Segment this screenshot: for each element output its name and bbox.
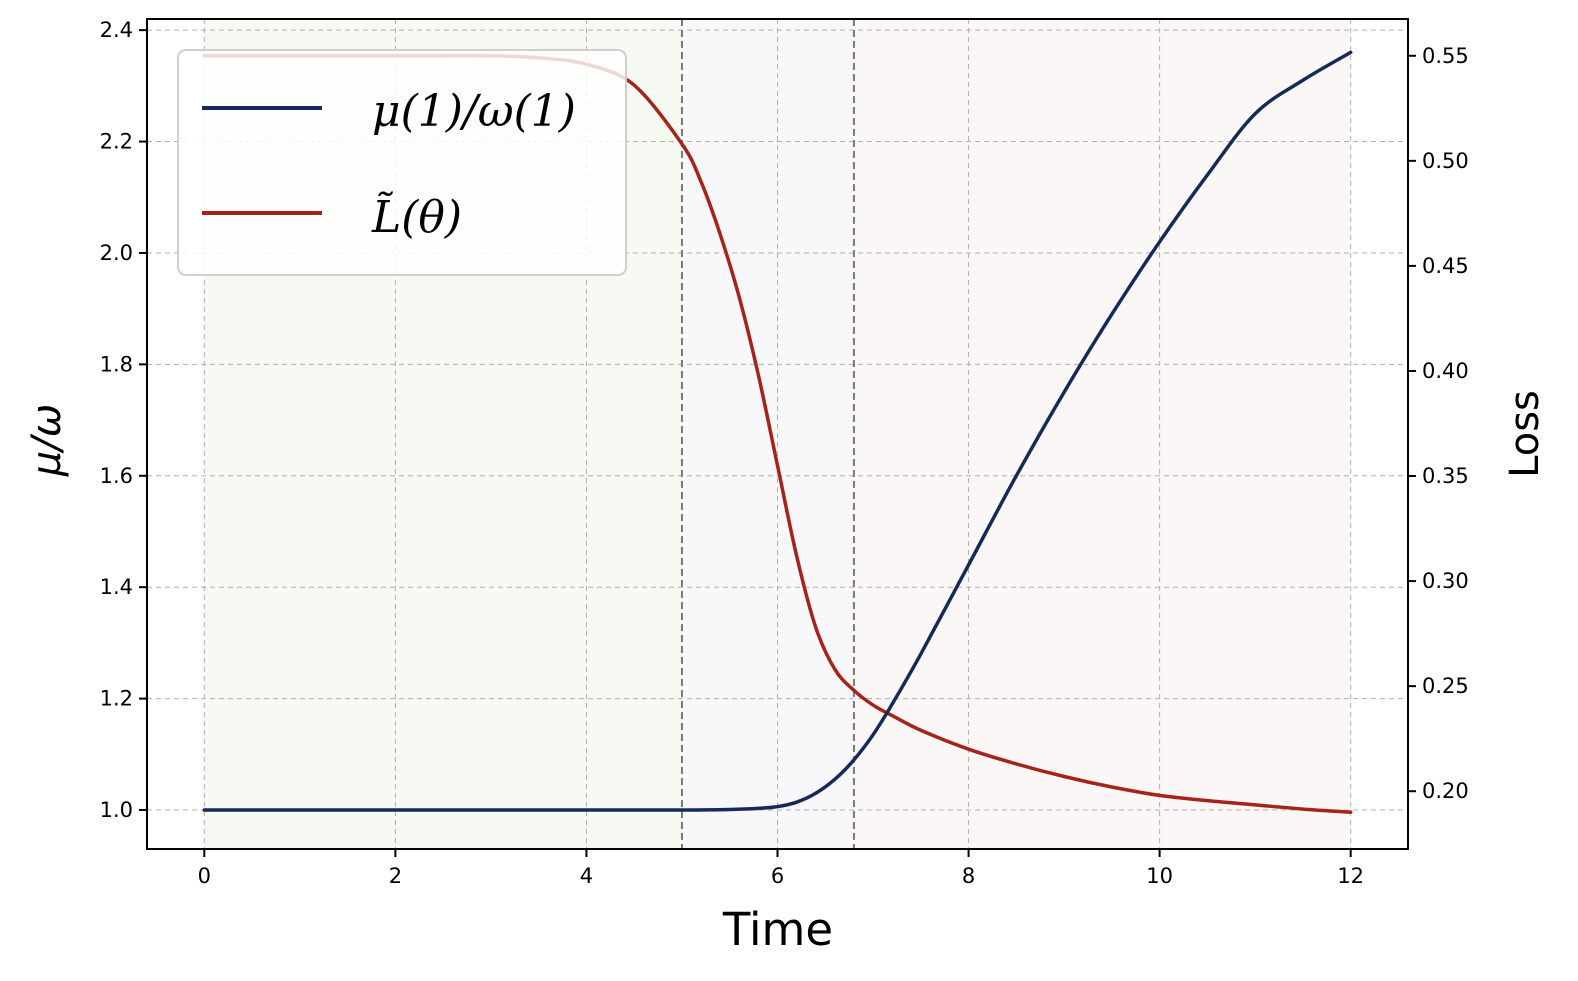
y-right-tick-label-7: 0.55 [1422,44,1469,68]
y-right-tick-label-3: 0.35 [1422,464,1469,488]
legend-label-loss: L̃(θ) [371,190,462,243]
y-right-tick-label-2: 0.30 [1422,569,1469,593]
y-right-tick-label-4: 0.40 [1422,359,1469,383]
y-left-tick-label-4: 1.8 [100,352,133,376]
y-left-axis-title: μ/ω [24,404,70,477]
y-right-tick-label-5: 0.45 [1422,254,1469,278]
y-right-tick-label-6: 0.50 [1422,149,1469,173]
y-left-tick-label-3: 1.6 [100,464,133,488]
y-right-axis-title: Loss [1502,390,1548,478]
y-right-tick-label-1: 0.25 [1422,674,1469,698]
y-left-tick-label-6: 2.2 [100,130,133,154]
x-tick-label-0: 0 [198,864,211,888]
y-left-tick-label-2: 1.4 [100,575,133,599]
x-tick-label-5: 10 [1146,864,1173,888]
legend: μ(1)/ω(1) L̃(θ) [177,49,627,276]
x-axis-ticks: 0 2 4 6 8 10 12 [198,849,1364,888]
y-left-tick-label-5: 2.0 [100,241,133,265]
x-tick-label-2: 4 [580,864,593,888]
y-left-tick-label-7: 2.4 [100,18,133,42]
y-right-tick-label-0: 0.20 [1422,779,1469,803]
y-right-axis-ticks: 0.20 0.25 0.30 0.35 0.40 0.45 0.50 0.55 [1408,44,1469,803]
phase-region-3 [853,19,1351,849]
y-left-tick-label-1: 1.2 [100,687,133,711]
x-tick-label-1: 2 [389,864,402,888]
series-line-mu-omega [202,50,1353,812]
x-axis-title: Time [722,903,833,956]
phase-boundaries [680,19,855,849]
y-left-axis-ticks: 1.0 1.2 1.4 1.6 1.8 2.0 2.2 2.4 [100,18,147,822]
x-tick-label-3: 6 [771,864,784,888]
legend-label-mu-omega: μ(1)/ω(1) [372,86,576,137]
x-tick-label-6: 12 [1337,864,1364,888]
phase-region-2 [681,19,854,849]
y-left-tick-label-0: 1.0 [100,798,133,822]
x-tick-label-4: 8 [962,864,975,888]
